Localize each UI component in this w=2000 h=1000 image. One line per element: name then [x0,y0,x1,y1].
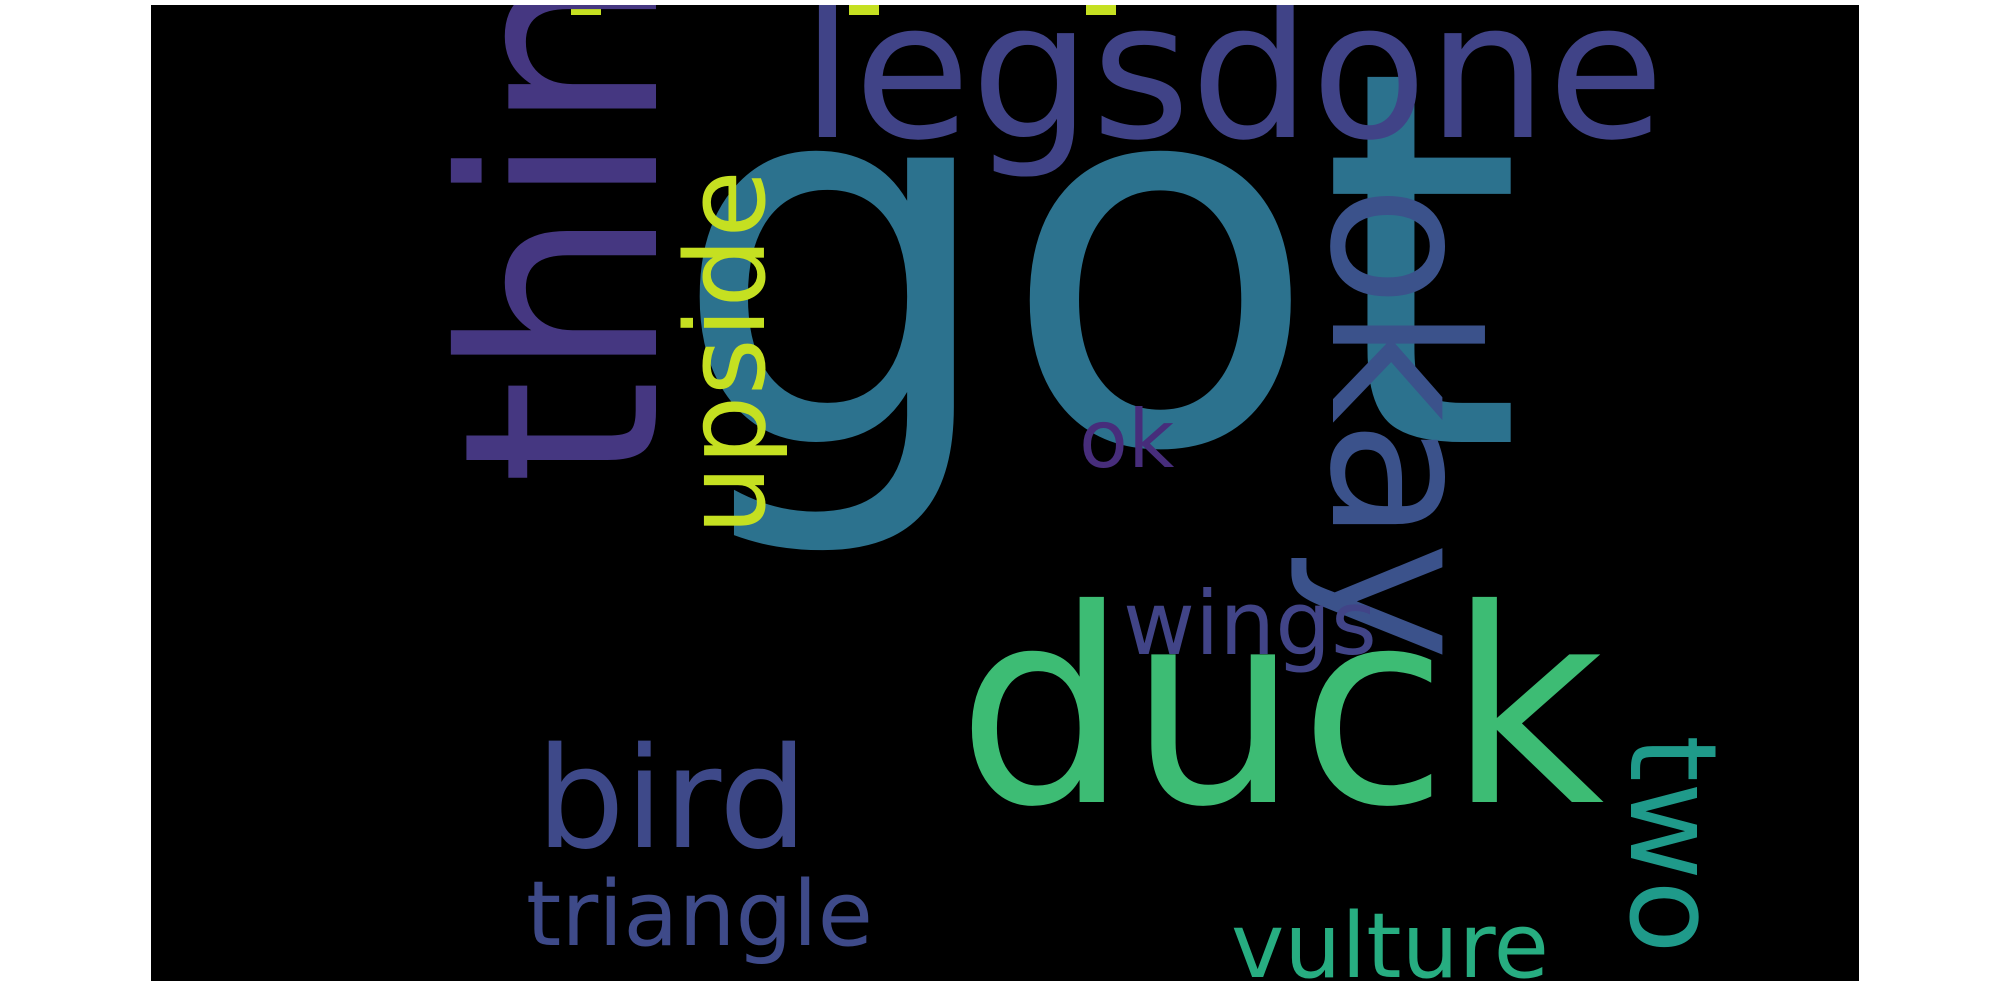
clipped-fragment [1086,5,1116,15]
word-cloud-panel: got duck think legsdone okay upside bird… [151,5,1859,981]
word-wings: wings [1123,572,1377,675]
clipped-fragment [571,5,601,15]
word-ok: ok [1079,393,1175,486]
word-legsdone: legsdone [801,5,1665,182]
word-two: two [1602,735,1741,954]
word-vulture: vulture [1231,894,1550,982]
word-got: got [671,5,1524,565]
word-duck: duck [957,551,1605,866]
clipped-word-fragments [571,5,1571,17]
word-think: think [405,5,720,485]
clipped-fragment [849,5,879,15]
word-bird: bird [536,718,808,881]
word-upside: upside [662,170,790,535]
word-triangle: triangle [526,862,873,967]
